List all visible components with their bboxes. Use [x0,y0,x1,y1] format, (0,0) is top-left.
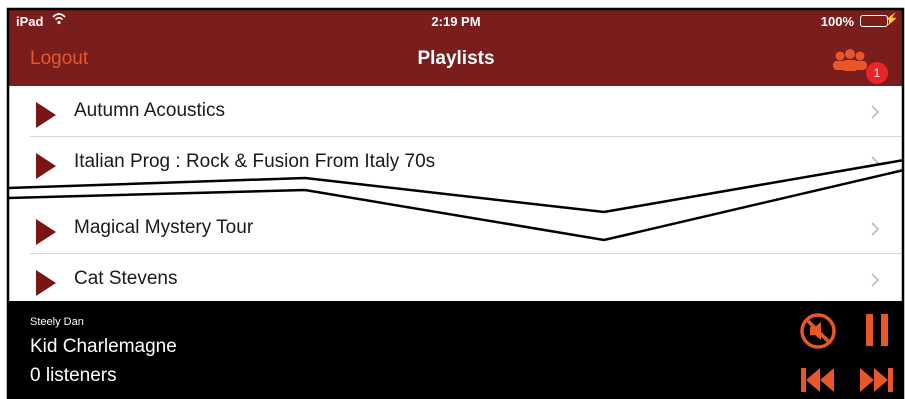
playlist-row[interactable]: Autumn Acoustics [8,86,904,137]
chevron-right-icon [870,155,880,171]
playlist-title: Autumn Acoustics [74,100,226,121]
listener-count: 0 listeners [30,365,117,386]
playlist-row[interactable]: Cat Stevens [8,254,904,301]
status-time: 2:19 PM [431,14,481,29]
playlist-title: Cat Stevens [74,268,178,289]
playlist-title: Magical Mystery Tour [74,217,254,238]
chevron-right-icon [870,104,880,120]
playlist-row[interactable]: Magical Mystery Tour [8,203,904,254]
battery-percent: 100% [820,14,854,29]
skip-forward-icon[interactable] [858,366,894,394]
play-icon[interactable] [36,153,56,179]
mute-icon[interactable] [798,311,838,351]
playlist-title: Italian Prog : Rock & Fusion From Italy … [74,151,436,172]
play-icon[interactable] [36,102,56,128]
chevron-right-icon [870,221,880,237]
play-icon[interactable] [36,270,56,296]
people-group-icon[interactable] [830,46,870,74]
now-playing-bar: Steely Dan Kid Charlemagne 0 listeners [8,301,904,399]
chevron-right-icon [870,272,880,288]
notification-badge: 1 [866,62,888,84]
play-icon[interactable] [36,219,56,245]
playlist-row[interactable]: Italian Prog : Rock & Fusion From Italy … [8,137,904,188]
pause-icon[interactable] [864,313,890,347]
charging-icon: ⚡ [884,12,899,26]
now-playing-artist: Steely Dan [30,316,84,328]
page-title: Playlists [417,48,495,69]
navigation-bar: Logout Playlists 1 [8,32,904,86]
skip-back-icon[interactable] [800,366,836,394]
now-playing-song: Kid Charlemagne [30,336,177,357]
status-bar: iPad 2:19 PM 100% ⚡ [8,10,904,32]
